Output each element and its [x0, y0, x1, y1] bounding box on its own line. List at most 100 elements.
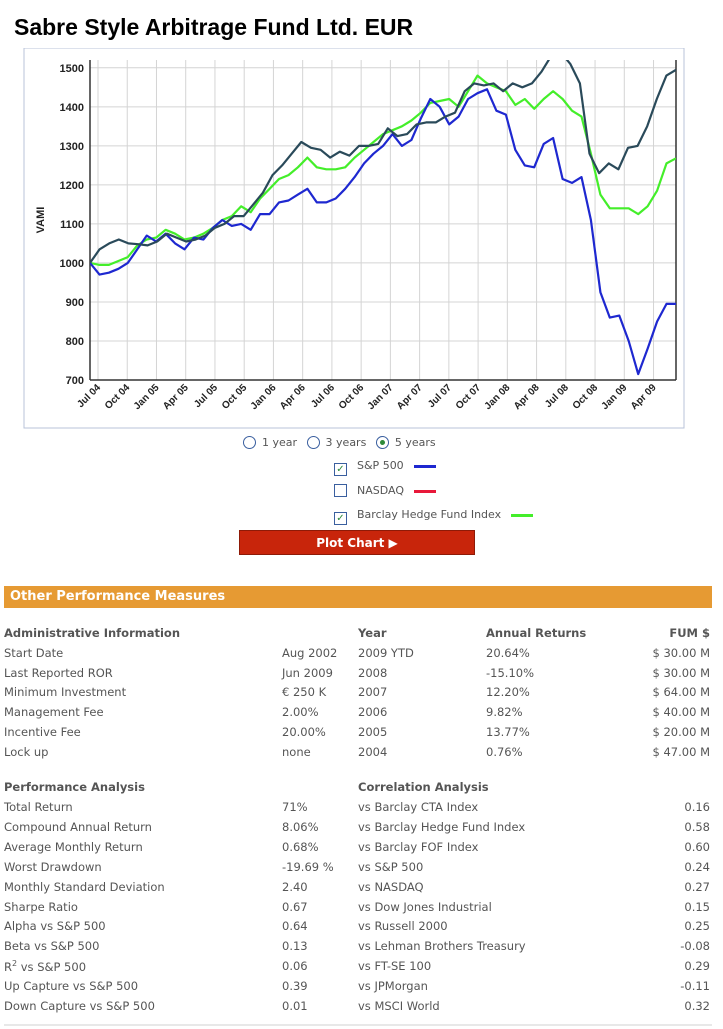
performance-value: 2.40: [282, 879, 308, 894]
return-year: 2009 YTD: [358, 646, 414, 660]
admin-label: Start Date: [4, 646, 64, 660]
correlation-label: vs Lehman Brothers Treasury: [358, 939, 526, 954]
series-line-fund: [90, 60, 676, 264]
correlation-value: -0.11: [680, 979, 710, 994]
performance-label: Worst Drawdown: [4, 859, 102, 874]
legend-swatch-barclay-hedge: [511, 514, 534, 517]
performance-label: Up Capture vs S&P 500: [4, 979, 139, 994]
page-title: Sabre Style Arbitrage Fund Ltd. EUR: [14, 14, 414, 40]
y-axis-label: VAMI: [35, 207, 47, 234]
fum-value: $ 47.00 M: [652, 744, 710, 759]
annual-return-value: 20.64%: [486, 646, 530, 660]
correlation-label: vs Barclay FOF Index: [358, 839, 479, 854]
period-option-5-years[interactable]: 5 years: [375, 436, 442, 449]
performance-value: 0.13: [282, 939, 308, 954]
y-tick-label: 1200: [60, 180, 84, 192]
correlation-value: 0.60: [684, 839, 710, 854]
performance-value: 0.06: [282, 959, 308, 974]
performance-value: 8.06%: [282, 819, 319, 834]
admin-label: Last Reported ROR: [4, 665, 113, 680]
return-year: 2005: [358, 724, 388, 739]
correlation-label: vs Russell 2000: [358, 919, 448, 934]
legend-barclay-hedge[interactable]: ✓ Barclay Hedge Fund Index: [334, 508, 534, 525]
correlation-label: vs NASDAQ: [358, 879, 424, 894]
admin-value: Jun 2009: [282, 665, 333, 680]
radio-3-years[interactable]: [306, 436, 320, 449]
period-option-3-years[interactable]: 3 years: [306, 436, 373, 449]
period-option-1-year[interactable]: 1 year: [243, 436, 303, 449]
correlation-label: vs Dow Jones Industrial: [358, 899, 492, 914]
performance-value: 71%: [282, 800, 308, 814]
correlation-value: 0.27: [684, 879, 710, 894]
annual-return-value: 0.76%: [486, 744, 523, 759]
legend-sp500[interactable]: ✓ S&P 500: [334, 459, 436, 476]
fum-value: $ 40.00 M: [652, 705, 710, 720]
plot-area: [90, 60, 676, 380]
legend-nasdaq[interactable]: NASDAQ: [334, 484, 437, 497]
correlation-value: 0.32: [684, 999, 710, 1013]
admin-value: none: [282, 744, 311, 759]
performance-label: Total Return: [4, 800, 73, 814]
checkbox-barclay-hedge[interactable]: ✓: [334, 512, 347, 525]
performance-value: 0.39: [282, 979, 308, 994]
y-tick-label: 1300: [60, 141, 84, 153]
y-tick-label: 1000: [60, 258, 84, 270]
admin-label: Management Fee: [4, 705, 104, 720]
section-title: Other Performance Measures: [4, 586, 712, 608]
fum-value: $ 30.00 M: [652, 665, 710, 680]
performance-label: Sharpe Ratio: [4, 899, 78, 914]
fum-value: $ 30.00 M: [652, 646, 710, 660]
y-tick-label: 700: [66, 375, 84, 387]
correlation-value: -0.08: [680, 939, 710, 954]
legend-swatch-nasdaq: [414, 490, 437, 493]
radio-1-year[interactable]: [243, 436, 256, 449]
year-header: Year: [358, 626, 387, 640]
performance-value: 0.67: [282, 899, 308, 914]
radio-5-years[interactable]: [375, 436, 389, 449]
performance-label: Monthly Standard Deviation: [4, 879, 165, 894]
correlation-label: vs JPMorgan: [358, 979, 428, 994]
admin-label: Incentive Fee: [4, 724, 81, 739]
annual-returns-header: Annual Returns: [486, 626, 587, 640]
correlation-value: 0.24: [684, 859, 710, 874]
bottom-divider: [4, 1024, 712, 1026]
performance-label: Down Capture vs S&P 500: [4, 999, 155, 1013]
annual-return-value: 13.77%: [486, 724, 530, 739]
performance-label: Alpha vs S&P 500: [4, 919, 106, 934]
correlation-value: 0.16: [684, 800, 710, 814]
checkbox-sp500[interactable]: ✓: [334, 463, 347, 476]
y-tick-label: 800: [66, 336, 84, 348]
y-tick-label: 1400: [60, 102, 84, 114]
annual-return-value: 12.20%: [486, 685, 530, 700]
return-year: 2007: [358, 685, 388, 700]
performance-value: 0.64: [282, 919, 308, 934]
correlation-value: 0.15: [684, 899, 710, 914]
performance-value: -19.69 %: [282, 859, 334, 874]
correlation-value: 0.29: [684, 959, 710, 974]
admin-header: Administrative Information: [4, 626, 181, 640]
annual-return-value: 9.82%: [486, 705, 523, 720]
plot-chart-button[interactable]: Plot Chart ▶: [239, 530, 475, 555]
y-tick-label: 900: [66, 297, 84, 309]
performance-label: R2 vs S&P 500: [4, 959, 87, 975]
correlation-label: vs S&P 500: [358, 859, 424, 874]
performance-header: Performance Analysis: [4, 780, 145, 794]
checkbox-nasdaq[interactable]: [334, 484, 347, 497]
performance-label: Beta vs S&P 500: [4, 939, 100, 954]
admin-value: Aug 2002: [282, 646, 338, 660]
annual-return-value: -15.10%: [486, 665, 534, 680]
correlation-label: vs Barclay CTA Index: [358, 800, 479, 814]
correlation-header: Correlation Analysis: [358, 780, 489, 794]
correlation-label: vs MSCI World: [358, 999, 440, 1013]
return-year: 2008: [358, 665, 388, 680]
admin-label: Minimum Investment: [4, 685, 127, 700]
series-line-s-p-500: [90, 88, 676, 376]
admin-value: 20.00%: [282, 724, 326, 739]
performance-value: 0.68%: [282, 839, 319, 854]
fum-value: $ 64.00 M: [652, 685, 710, 700]
correlation-value: 0.25: [684, 919, 710, 934]
legend-swatch-sp500: [413, 465, 436, 468]
admin-value: € 250 K: [282, 685, 327, 700]
fum-header: FUM $: [669, 626, 710, 640]
correlation-value: 0.58: [684, 819, 710, 834]
